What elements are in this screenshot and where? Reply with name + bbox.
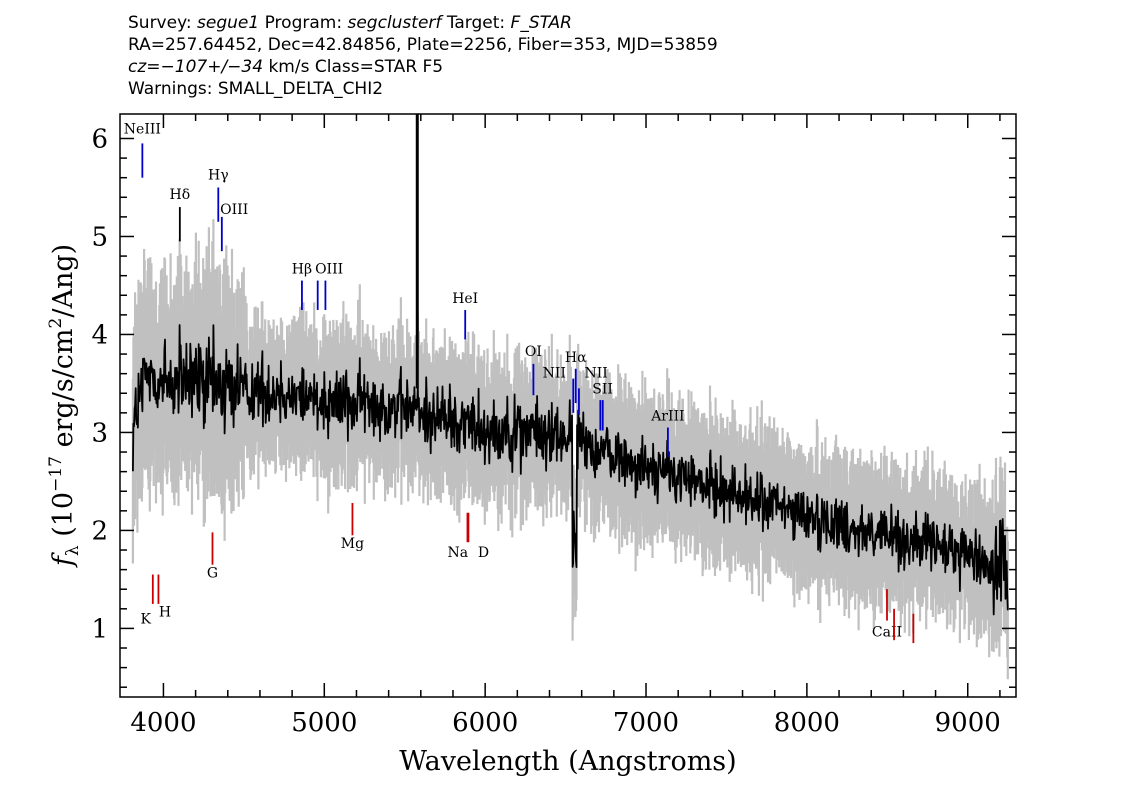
emission-line-label: OIII [315,262,343,278]
emission-line-label: Hα [565,350,587,366]
y-title-units: erg/s/cm [48,328,79,456]
emission-line-label: NII [543,366,566,382]
header-line-warnings: Warnings: SMALL_DELTA_CHI2 [128,79,384,99]
x-tick-label: 6000 [452,708,518,738]
y-tick-label: 2 [91,516,108,546]
emission-line-label: ArIII [650,409,684,425]
y-tick-label: 6 [91,124,108,154]
target-value: F_STAR [510,13,572,33]
error-band-path [131,219,1009,680]
y-tick-label: 1 [91,614,108,644]
error-band [131,219,1009,680]
emission-line-label: NII [584,366,607,382]
emission-line-label: HeI [452,291,478,307]
plot-frame [119,113,1017,698]
y-tick-label: 5 [91,222,108,252]
y-title-main: (10 [48,492,79,545]
emission-line-label: NeIII [124,122,161,138]
header-line-coordinates: RA=257.64452, Dec=42.84856, Plate=2256, … [128,35,718,55]
target-label: Target: [446,13,506,33]
spectrum-header: Survey: segue1 Program: segclusterf Targ… [128,12,718,100]
emission-line-label: SII [592,381,613,397]
emission-line-label: Hβ [292,262,312,278]
x-axis-title: Wavelength (Angstroms) [399,746,736,777]
x-tick-label: 5000 [291,708,357,738]
y-axis-title: fλ (10−17 erg/s/cm2/Ang) [46,244,83,568]
absorption-line-label: CaII [872,624,902,640]
x-tick-label: 4000 [130,708,196,738]
emission-line-label: Hγ [208,168,229,184]
emission-line-label: Hδ [170,187,191,203]
survey-value: segue1 [197,13,260,33]
spectrum-line [132,114,1009,616]
absorption-line-label: K [141,612,152,628]
program-label: Program: [264,13,343,33]
absorption-line-label: G [207,565,218,581]
survey-label: Survey: [128,13,192,33]
emission-line-label: OIII [220,202,248,218]
absorption-line-label: Na [448,545,469,561]
program-value: segclusterf [347,13,442,33]
axis-ticks: 4000 5000 6000 7000 8000 9000 1 2 3 4 5 6 [91,114,1016,738]
header-line-redshift: cz=−107+/−34 km/s Class=STAR F5 [128,56,718,78]
y-title-end: /Ang) [48,244,79,318]
cz-label: cz= [128,57,161,77]
y-title-squared: 2 [46,318,66,329]
y-tick-label: 4 [91,320,108,350]
x-tick-label: 9000 [935,708,1001,738]
emission-line-label: OI [525,344,542,360]
x-tick-label: 8000 [774,708,840,738]
y-title-exponent: −17 [46,456,66,492]
y-tick-label: 3 [91,418,108,448]
y-title-f: f [48,552,79,568]
absorption-line-label: Mg [341,536,364,552]
cz-value: −107+/−34 [160,57,264,77]
x-tick-label: 7000 [613,708,679,738]
absorption-line-label: D [478,545,489,561]
spectrum-path [132,324,1009,616]
y-title-lambda: λ [63,545,83,556]
absorption-line-label: H [159,605,171,621]
header-line-survey: Survey: segue1 Program: segclusterf Targ… [128,12,718,34]
class-text: km/s Class=STAR F5 [263,57,444,77]
